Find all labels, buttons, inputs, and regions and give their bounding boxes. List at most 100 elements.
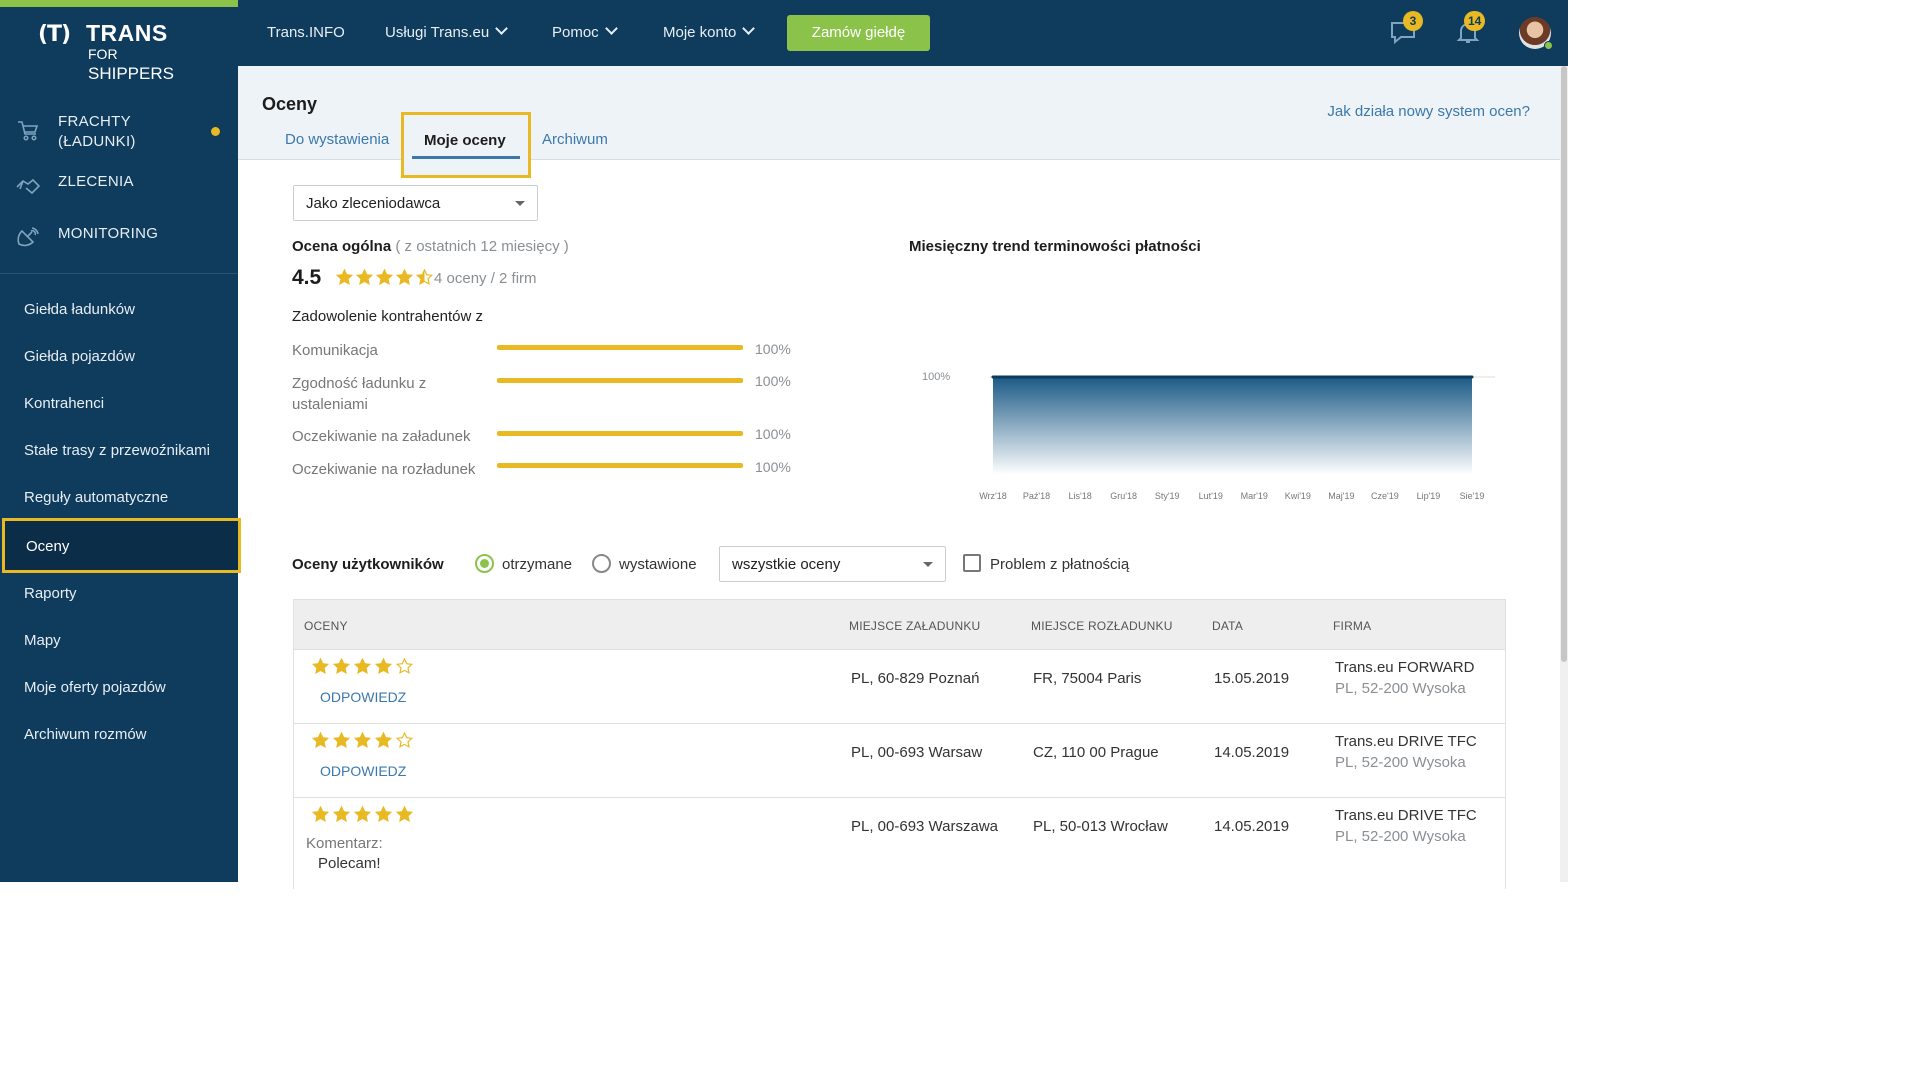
chart-x-tick: Gru'18 [1110,491,1137,501]
star-icon [354,658,371,675]
row-stars [312,806,413,823]
rating-system-help-link[interactable]: Jak działa nowy system ocen? [1327,103,1530,120]
chart-x-tick: Sty'19 [1155,491,1180,501]
star-icon [396,806,413,823]
criterion-percent: 100% [755,459,791,475]
chart-x-tick: Lis'18 [1068,491,1091,501]
chart-point[interactable] [1165,375,1169,379]
radio-given[interactable] [592,554,611,573]
row-company[interactable]: Trans.eu FORWARD [1335,659,1475,676]
tab-moje-oceny[interactable]: Moje oceny [401,112,531,178]
chart-point[interactable] [1122,375,1126,379]
chart-x-tick: Lip'19 [1417,491,1441,501]
avatar[interactable] [1519,17,1553,50]
sidebar-item-label: Giełda ładunków [24,301,135,318]
sidebar-item-mapy[interactable]: Mapy [0,618,238,665]
messages-button[interactable]: 3 [1388,11,1423,49]
top-bar: Trans.INFO Usługi Trans.eu Pomoc Moje ko… [238,0,1568,66]
radio-received-label[interactable]: otrzymane [502,556,573,573]
table-row[interactable]: Komentarz: Polecam! PL, 00-693 Warszawa … [294,798,1505,890]
sidebar-divider [0,273,238,274]
row-company[interactable]: Trans.eu DRIVE TFC [1335,807,1477,824]
chart-x-tick: Lut'19 [1199,491,1223,501]
chart-point[interactable] [1426,375,1430,379]
chart-point[interactable] [991,375,995,379]
sidebar-item-label: Raporty [24,585,77,602]
chevron-down-icon [495,22,509,35]
chart-point[interactable] [1470,375,1474,379]
reply-link[interactable]: ODPOWIEDZ [320,763,407,779]
sidebar-item-label: Reguły automatyczne [24,489,169,506]
payment-problem-checkbox[interactable] [963,554,981,572]
col-header-unload[interactable]: MIEJSCE ROZŁADUNKU [1031,619,1173,633]
topnav-pomoc[interactable]: Pomoc [552,22,618,41]
nav-item-zlecenia[interactable]: ZLECENIA [0,162,238,206]
sidebar-item-label: Stałe trasy z przewoźnikami [24,442,210,459]
ratings-table: OCENY MIEJSCE ZAŁADUNKU MIEJSCE ROZŁADUN… [293,599,1506,890]
overall-rating-title: Ocena ogólna ( z ostatnich 12 miesięcy ) [292,238,569,255]
topnav-uslugi[interactable]: Usługi Trans.eu [385,22,509,41]
sidebar-item-gielda-ladunkow[interactable]: Giełda ładunków [0,287,238,334]
col-header-date[interactable]: DATA [1212,619,1244,633]
sidebar-item-moje-oferty[interactable]: Moje oferty pojazdów [0,665,238,712]
chart-point[interactable] [1296,375,1300,379]
ratings-filter-select[interactable]: wszystkie oceny [719,546,946,582]
chart-point[interactable] [1078,375,1082,379]
star-icon [333,732,350,749]
sidebar-item-stale-trasy[interactable]: Stałe trasy z przewoźnikami [0,428,238,475]
row-load-place: PL, 00-693 Warszawa [851,818,999,835]
table-row[interactable]: ODPOWIEDZ PL, 60-829 Poznań FR, 75004 Pa… [294,650,1505,724]
row-comment-label: Komentarz: [306,835,383,852]
nav-dot-indicator [211,127,220,136]
col-header-company[interactable]: FIRMA [1333,619,1372,633]
sidebar-item-reguly[interactable]: Reguły automatyczne [0,475,238,522]
logo-name: TRANS [86,20,168,46]
order-exchange-button[interactable]: Zamów giełdę [787,15,930,51]
reply-link[interactable]: ODPOWIEDZ [320,689,407,705]
nav-item-frachty[interactable]: FRACHTY (ŁADUNKI) [0,102,238,160]
page-header: Oceny Jak działa nowy system ocen? Do wy… [238,66,1560,178]
chart-point[interactable] [1339,375,1343,379]
payment-problem-label[interactable]: Problem z płatnością [990,556,1130,573]
chart-point[interactable] [1209,375,1213,379]
table-row[interactable]: ODPOWIEDZ PL, 00-693 Warsaw CZ, 110 00 P… [294,724,1505,798]
notifications-button[interactable]: 14 [1453,11,1486,49]
nav-item-monitoring[interactable]: MONITORING [0,214,238,258]
tab-archiwum[interactable]: Archiwum [542,131,608,148]
role-select[interactable]: Jako zleceniodawca [293,185,538,221]
col-header-ratings[interactable]: OCENY [304,619,348,633]
chart-point[interactable] [1383,375,1387,379]
sidebar-item-oceny[interactable]: Oceny [2,518,241,573]
row-stars [312,658,413,675]
radio-received[interactable] [475,554,494,573]
col-header-load[interactable]: MIEJSCE ZAŁADUNKU [849,619,981,633]
star-half-icon [416,269,433,286]
star-icon [375,658,392,675]
logo[interactable]: (T) TRANS FOR SHIPPERS [38,20,208,83]
radio-given-label[interactable]: wystawione [619,556,697,573]
sidebar-item-archiwum-rozmow[interactable]: Archiwum rozmów [0,712,238,759]
sidebar-item-gielda-pojazdow[interactable]: Giełda pojazdów [0,334,238,381]
sidebar-item-kontrahenci[interactable]: Kontrahenci [0,381,238,428]
star-empty-icon [396,658,413,675]
star-icon [354,732,371,749]
row-company[interactable]: Trans.eu DRIVE TFC [1335,733,1477,750]
nav-label-monitoring: MONITORING [58,225,159,242]
topnav-trans-info[interactable]: Trans.INFO [267,24,345,41]
star-icon [333,806,350,823]
chart-x-tick: Mar'19 [1241,491,1268,501]
sidebar-item-raporty[interactable]: Raporty [0,571,238,618]
scrollbar-thumb[interactable] [1561,66,1567,662]
sidebar-accent-bar [0,0,238,7]
chart-point[interactable] [1252,375,1256,379]
star-icon [396,269,413,286]
star-icon [375,732,392,749]
page-scrollbar[interactable] [1560,66,1568,882]
row-date: 14.05.2019 [1214,744,1290,761]
topnav-moje-konto[interactable]: Moje konto [663,22,756,41]
tab-do-wystawienia[interactable]: Do wystawienia [285,131,390,148]
payment-trend-chart-title: Miesięczny trend terminowości płatności [909,238,1201,255]
chart-point[interactable] [1035,375,1039,379]
chart-x-tick: Maj'19 [1328,491,1354,501]
page-title: Oceny [262,94,318,114]
